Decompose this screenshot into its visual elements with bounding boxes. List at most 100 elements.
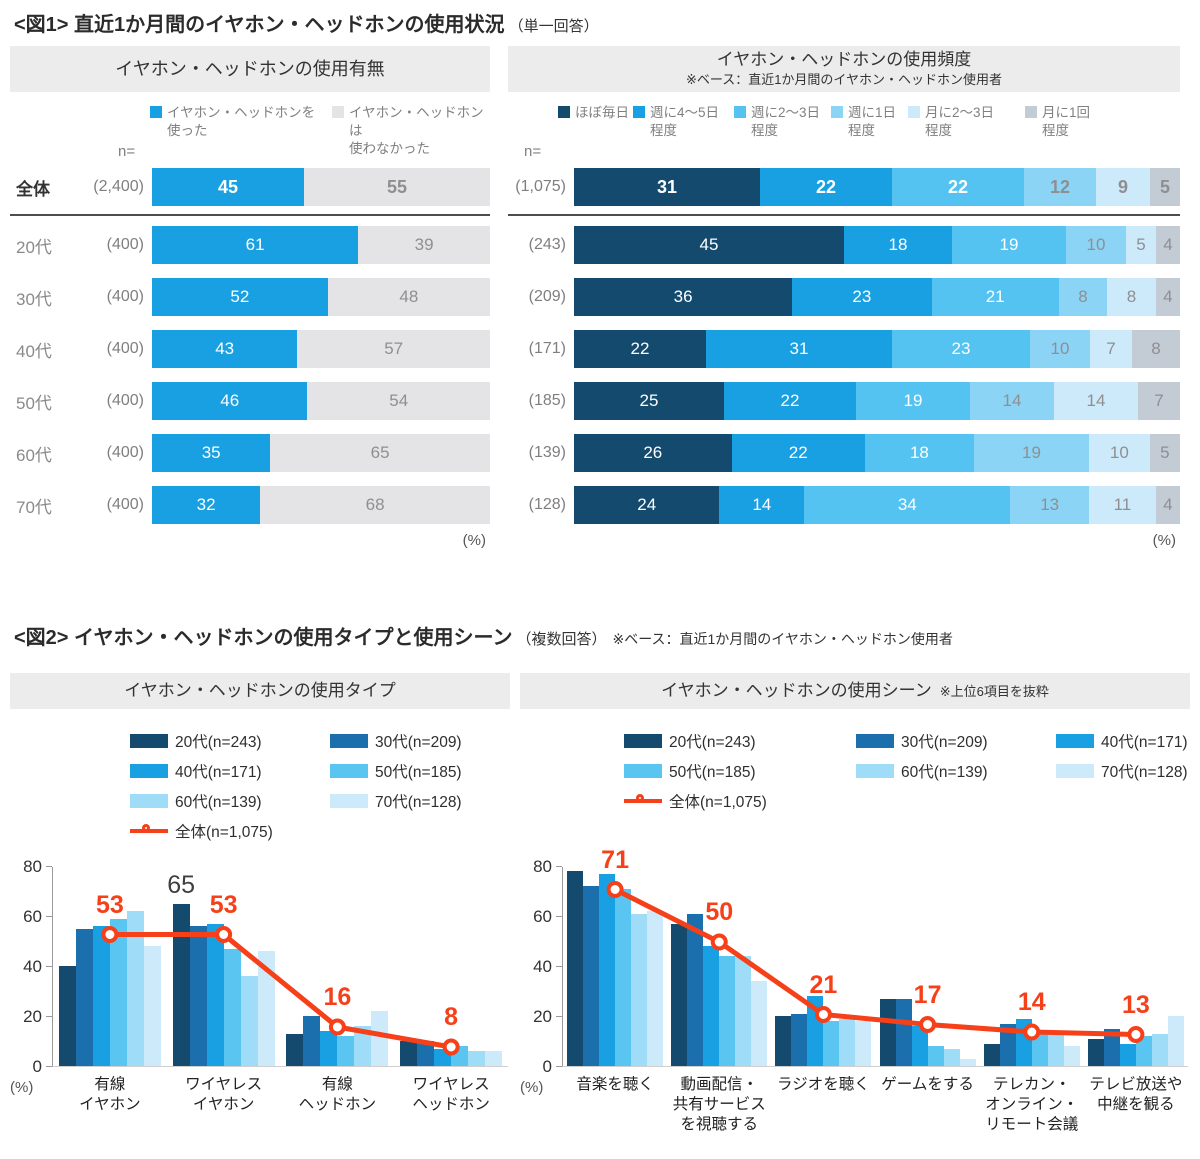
bar-segment: 10 (1030, 330, 1090, 368)
legend-swatch (624, 763, 662, 778)
line-value-label: 53 (209, 890, 238, 919)
bar-value: 21 (985, 287, 1005, 306)
row-n: (400) (106, 236, 144, 253)
category-label: 動画配信・ 共有サービス を視聴する (672, 1076, 766, 1134)
line-marker (1023, 1023, 1041, 1041)
bar-value: 12 (1049, 176, 1071, 197)
bar-value: 25 (639, 391, 659, 410)
usage-frequency-header: イヤホン・ヘッドホンの使用頻度 ※ベース：直近1か月間のイヤホン・ヘッドホン使用… (508, 46, 1180, 92)
legend-label: 週に4～5日 程度 (650, 105, 720, 139)
bar-segment: 61 (152, 226, 359, 264)
bar-value: 65 (370, 443, 390, 462)
bar-segment: 19 (951, 226, 1066, 264)
bar-segment: 22 (574, 330, 706, 368)
bar (703, 946, 720, 1066)
legend-label: 50代(n=185) (375, 763, 462, 781)
bar-value: 14 (1002, 391, 1022, 410)
legend-item-2-3-per-week: 週に2～3日 程度 (734, 104, 820, 140)
bar-segment: 48 (327, 278, 490, 316)
y-tick-mark (46, 866, 52, 867)
y-tick-label: 60 (23, 907, 42, 926)
line-marker (442, 1038, 460, 1056)
legend-swatch (330, 793, 368, 808)
bar-value: 8 (1126, 287, 1137, 306)
line-value-label: 14 (1017, 988, 1046, 1016)
bar-segment: 43 (152, 330, 298, 368)
usage-scene-panel: イヤホン・ヘッドホンの使用シーン ※上位6項目を抜粋 20代(n=243) 30代(… (520, 673, 1190, 1147)
bar (583, 886, 600, 1066)
line-value-label: 17 (913, 980, 942, 1009)
line-marker (606, 881, 624, 898)
bar (1167, 1016, 1184, 1066)
bar-group (281, 867, 395, 1066)
fig2-base-note: ※ベース：直近1か月間のイヤホン・ヘッドホン使用者 (612, 631, 953, 647)
line-value-label: 53 (95, 890, 124, 919)
fig2-title: <図2> イヤホン・ヘッドホンの使用タイプと使用シーン （複数回答） ※ベース：直近… (14, 621, 1190, 651)
bar (615, 888, 632, 1066)
bar-segment: 7 (1138, 382, 1180, 420)
usage-frequency-title: イヤホン・ヘッドホンの使用頻度 (716, 50, 972, 69)
legend-item-not-used: イヤホン・ヘッドホンは 使わなかった (332, 104, 490, 159)
bar (999, 1023, 1016, 1066)
bar-segment: 14 (970, 382, 1054, 420)
bar-segment: 13 (1010, 486, 1090, 524)
bar-value: 14 (1086, 391, 1106, 410)
legend-swatch (130, 793, 168, 808)
stacked-bar: 35 65 (152, 434, 490, 472)
bar (206, 923, 224, 1066)
bar-value: 18 (888, 235, 908, 254)
category-label: ワイヤレス イヤホン (185, 1076, 263, 1114)
legend-swatch (624, 733, 662, 748)
bar-group (875, 867, 979, 1066)
y-tick-label: 20 (533, 1007, 552, 1026)
percent-unit-label: (%) (10, 1079, 34, 1096)
y-tick-label: 20 (23, 1007, 42, 1026)
bar-value: 34 (897, 495, 917, 514)
y-tick-label: 60 (533, 907, 552, 926)
bar-value-label: 65 (167, 870, 196, 899)
not-used-swatch (332, 106, 344, 118)
bar (1031, 1031, 1048, 1066)
overall-line-path (109, 932, 452, 1050)
chart-row: 40代 (400) 43 57 (10, 330, 490, 368)
y-tick-label: 80 (23, 857, 42, 876)
bar-segment: 7 (1089, 330, 1132, 368)
usage-yesno-panel: イヤホン・ヘッドホンの使用有無 n= イヤホン・ヘッドホンを 使った イヤホン・ヘ… (10, 46, 490, 549)
category-label: テレビ放送や 中継を観る (1089, 1076, 1183, 1114)
usage-scene-header: イヤホン・ヘッドホンの使用シーン ※上位6項目を抜粋 (520, 673, 1190, 709)
plot-area: 音楽を聴く 動画配信・ 共有サービス を視聴する ラジオを聴く ゲームをする テレカン・… (562, 846, 1188, 1133)
bar-segment: 22 (724, 382, 856, 420)
bar (911, 1026, 928, 1066)
legend-item-daily: ほぼ毎日 (558, 104, 629, 122)
bar (751, 981, 768, 1066)
legend-swatch (1056, 733, 1094, 748)
stacked-bar: 22 31 23 10 7 8 (574, 330, 1180, 368)
chart-row: 60代 (400) 35 65 (10, 434, 490, 472)
line-value-label: 16 (323, 983, 352, 1011)
bar-value: 19 (1022, 443, 1041, 462)
row-n: (2,400) (93, 178, 144, 195)
bar-value: 39 (414, 235, 434, 254)
fig1-subtitle: （単一回答） (508, 18, 599, 35)
legend-item-age-3: 50代(n=185) (624, 759, 856, 782)
bar-segment: 9 (1096, 168, 1150, 206)
legend-item-age-1: 30代(n=209) (856, 729, 1056, 752)
legend-swatch (856, 733, 894, 748)
bar (687, 913, 704, 1066)
y-tick-mark (556, 1066, 562, 1067)
bar-value: 22 (630, 339, 650, 358)
bar (775, 1016, 792, 1066)
bar (1063, 1046, 1080, 1066)
bar (983, 1043, 1000, 1066)
line-value-label: 71 (601, 845, 629, 874)
bar-segment: 4 (1155, 226, 1180, 264)
line-marker (215, 926, 233, 943)
stacked-bar: 45 18 19 10 5 4 (574, 226, 1180, 264)
y-tick-label: 40 (533, 957, 552, 976)
legend-label: 70代(n=128) (1101, 763, 1188, 781)
bar-value: 11 (1113, 495, 1132, 514)
bar-value: 19 (999, 235, 1019, 254)
legend-line-swatch (130, 823, 168, 838)
legend-swatch (330, 733, 368, 748)
bar-segment: 8 (1131, 330, 1180, 368)
